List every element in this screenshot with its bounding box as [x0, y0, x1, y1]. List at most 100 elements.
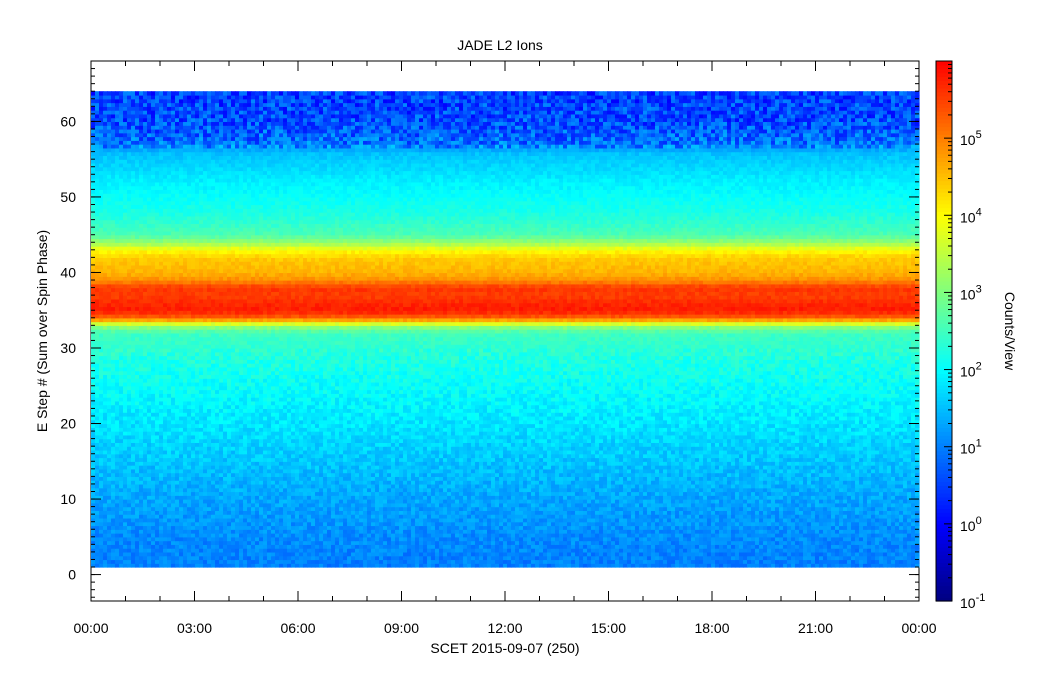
- heatmap-cell: [143, 529, 148, 533]
- heatmap-cell: [587, 537, 592, 541]
- heatmap-cell: [459, 533, 464, 537]
- heatmap-cell: [699, 559, 704, 563]
- heatmap-cell: [115, 552, 120, 556]
- heatmap-cell: [359, 537, 364, 541]
- heatmap-cell: [703, 552, 708, 556]
- heatmap-cell: [655, 525, 660, 529]
- heatmap-cell: [251, 559, 256, 563]
- heatmap-cell: [531, 537, 536, 541]
- heatmap-cell: [343, 537, 348, 541]
- heatmap-cell: [207, 563, 212, 567]
- heatmap-cell: [899, 559, 904, 563]
- heatmap-cell: [403, 541, 408, 545]
- heatmap-cell: [807, 559, 812, 563]
- heatmap-cell: [779, 529, 784, 533]
- heatmap-cell: [327, 563, 332, 567]
- heatmap-cell: [171, 563, 176, 567]
- heatmap-cell: [915, 529, 920, 533]
- heatmap-cell: [411, 533, 416, 537]
- heatmap-cell: [683, 537, 688, 541]
- heatmap-cell: [139, 552, 144, 556]
- heatmap-cell: [455, 541, 460, 545]
- heatmap-cell: [335, 559, 340, 563]
- heatmap-cell: [791, 548, 796, 552]
- heatmap-cell: [219, 556, 224, 560]
- heatmap-cell: [583, 541, 588, 545]
- heatmap-cell: [671, 552, 676, 556]
- heatmap-cell: [619, 544, 624, 548]
- heatmap-cell: [555, 544, 560, 548]
- heatmap-cell: [687, 529, 692, 533]
- heatmap-cell: [831, 533, 836, 537]
- heatmap-cell: [375, 537, 380, 541]
- heatmap-cell: [367, 533, 372, 537]
- heatmap-cell: [623, 556, 628, 560]
- heatmap-cell: [151, 544, 156, 548]
- heatmap-cell: [479, 556, 484, 560]
- heatmap-cell: [159, 563, 164, 567]
- heatmap-cell: [203, 529, 208, 533]
- heatmap-cell: [119, 537, 124, 541]
- heatmap-cell: [131, 525, 136, 529]
- heatmap-cell: [627, 525, 632, 529]
- heatmap-cell: [627, 563, 632, 567]
- heatmap-cell: [595, 544, 600, 548]
- heatmap-cell: [767, 544, 772, 548]
- heatmap-cell: [495, 525, 500, 529]
- heatmap-cell: [839, 552, 844, 556]
- heatmap-cell: [475, 544, 480, 548]
- heatmap-cell: [903, 556, 908, 560]
- heatmap-cell: [219, 537, 224, 541]
- heatmap-cell: [219, 548, 224, 552]
- heatmap-cell: [391, 552, 396, 556]
- heatmap-cell: [435, 537, 440, 541]
- heatmap-cell: [147, 522, 152, 526]
- heatmap-cell: [691, 529, 696, 533]
- heatmap-cell: [539, 559, 544, 563]
- heatmap-cell: [615, 537, 620, 541]
- heatmap-cell: [255, 541, 260, 545]
- heatmap-cell: [259, 552, 264, 556]
- heatmap-cell: [811, 563, 816, 567]
- heatmap-cell: [847, 537, 852, 541]
- heatmap-cell: [615, 529, 620, 533]
- heatmap-cell: [331, 541, 336, 545]
- heatmap-cell: [247, 525, 252, 529]
- heatmap-cell: [799, 541, 804, 545]
- heatmap-cell: [911, 556, 916, 560]
- heatmap-cell: [395, 552, 400, 556]
- heatmap-cell: [367, 552, 372, 556]
- heatmap-cell: [807, 563, 812, 567]
- heatmap-cell: [551, 552, 556, 556]
- heatmap-cell: [95, 529, 100, 533]
- heatmap-cell: [431, 556, 436, 560]
- heatmap-cell: [171, 559, 176, 563]
- heatmap-cell: [159, 541, 164, 545]
- heatmap-cell: [551, 541, 556, 545]
- heatmap-cell: [247, 533, 252, 537]
- heatmap-cell: [407, 563, 412, 567]
- heatmap-cell: [243, 529, 248, 533]
- heatmap-cell: [819, 556, 824, 560]
- heatmap-cell: [475, 541, 480, 545]
- heatmap-cell: [807, 544, 812, 548]
- heatmap-cell: [691, 525, 696, 529]
- heatmap-cell: [731, 544, 736, 548]
- heatmap-cell: [543, 525, 548, 529]
- heatmap-cell: [719, 525, 724, 529]
- heatmap-cell: [843, 533, 848, 537]
- heatmap-cell: [199, 563, 204, 567]
- heatmap-cell: [823, 559, 828, 563]
- heatmap-cell: [659, 529, 664, 533]
- heatmap-cell: [307, 537, 312, 541]
- heatmap-cell: [359, 529, 364, 533]
- heatmap-cell: [451, 552, 456, 556]
- heatmap-cell: [215, 537, 220, 541]
- heatmap-cell: [127, 548, 132, 552]
- heatmap-cell: [435, 548, 440, 552]
- heatmap-cell: [315, 548, 320, 552]
- heatmap-cell: [343, 522, 348, 526]
- heatmap-cell: [227, 529, 232, 533]
- heatmap-cell: [543, 548, 548, 552]
- heatmap-cell: [563, 548, 568, 552]
